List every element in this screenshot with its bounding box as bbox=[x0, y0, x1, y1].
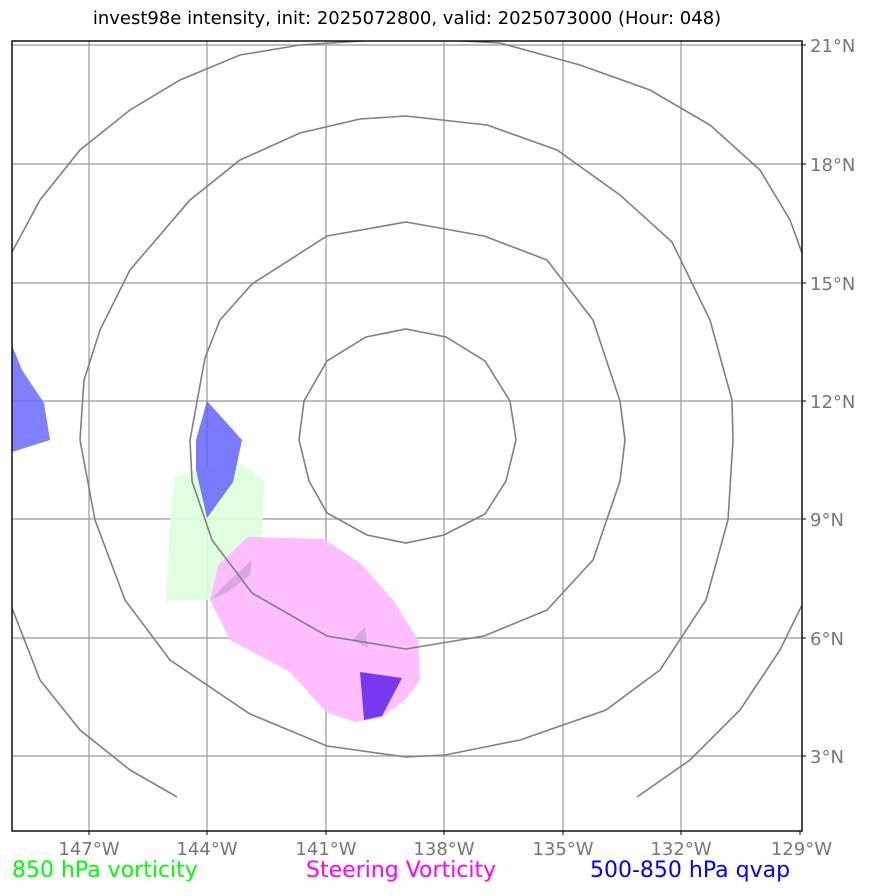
qvap-region bbox=[196, 401, 242, 518]
lat-label: 12°N bbox=[810, 392, 855, 413]
lat-label: 15°N bbox=[810, 274, 855, 295]
lat-ticks bbox=[802, 44, 806, 757]
lon-label: 138°W bbox=[413, 839, 474, 860]
map-frame-bg bbox=[12, 41, 802, 831]
lat-label: 3°N bbox=[810, 747, 844, 768]
lon-label: 147°W bbox=[58, 839, 119, 860]
lat-label: 21°N bbox=[810, 36, 855, 57]
lon-ticks bbox=[88, 831, 801, 835]
range-ring bbox=[636, 604, 802, 798]
lon-label: 129°W bbox=[771, 839, 832, 860]
legend-qvap: 500-850 hPa qvap bbox=[590, 858, 791, 883]
range-ring bbox=[79, 115, 734, 758]
range-ring bbox=[189, 221, 626, 650]
lon-label: 144°W bbox=[176, 839, 237, 860]
lon-label: 141°W bbox=[295, 839, 356, 860]
map-frame bbox=[11, 40, 803, 832]
legend-850-vorticity: 850 hPa vorticity bbox=[12, 858, 198, 883]
lon-label: 135°W bbox=[532, 839, 593, 860]
range-ring bbox=[298, 328, 517, 544]
qvap-region bbox=[12, 345, 50, 452]
lon-labels: 147°W 144°W 141°W 138°W 135°W 132°W 129°… bbox=[58, 839, 832, 860]
lat-labels: 21°N 18°N 15°N 12°N 9°N 6°N 3°N bbox=[810, 36, 855, 768]
lat-label: 9°N bbox=[810, 510, 844, 531]
range-rings bbox=[12, 41, 802, 798]
lat-label: 18°N bbox=[810, 155, 855, 176]
lon-label: 132°W bbox=[650, 839, 711, 860]
qvap-region bbox=[360, 672, 402, 720]
lat-label: 6°N bbox=[810, 629, 844, 650]
steering-vorticity-overlap bbox=[210, 560, 252, 600]
range-ring bbox=[12, 41, 802, 254]
map-title: invest98e intensity, init: 2025072800, v… bbox=[92, 8, 722, 29]
range-ring bbox=[12, 607, 178, 798]
legend-steering-vorticity: Steering Vorticity bbox=[306, 858, 497, 883]
